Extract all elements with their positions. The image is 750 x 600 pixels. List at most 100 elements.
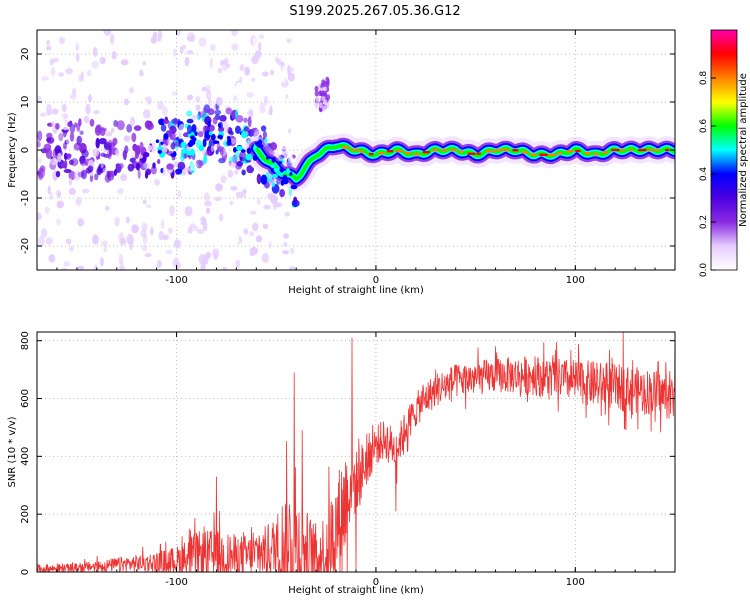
- spectrogram-cell: [142, 65, 150, 75]
- spectrogram-cell: [191, 114, 198, 120]
- spectrogram-cell: [322, 86, 327, 92]
- spectrogram-cell: [290, 184, 298, 190]
- spectrogram-peak-cell: [530, 153, 537, 156]
- spectrogram-cell: [169, 205, 175, 216]
- spectrogram-peak-cell: [351, 148, 360, 151]
- spectrogram-cell: [223, 122, 229, 133]
- spectrogram-cell: [322, 81, 327, 88]
- spectrogram-cell: [166, 163, 174, 170]
- spectrogram-peak-cell: [629, 148, 634, 152]
- spectrogram-cell: [46, 132, 53, 139]
- spectrogram-cell: [95, 124, 103, 133]
- spectrogram-cell: [261, 71, 269, 77]
- spectrogram-cell: [221, 60, 227, 65]
- spectrogram-cell: [161, 106, 168, 117]
- spectrogram-peak-cell: [566, 150, 574, 153]
- spectrogram-cell: [118, 265, 126, 270]
- snr-panel: -100 0 100 0 200 400 600 800 Height of straight…: [7, 331, 676, 596]
- spectrogram-cell: [50, 67, 56, 76]
- snr-x-tick-label: -100: [165, 577, 188, 588]
- spectrogram-cell: [43, 148, 49, 154]
- spectrogram-cell: [155, 139, 160, 143]
- spectrogram-cell: [120, 173, 128, 182]
- spectrogram-cell: [118, 163, 124, 169]
- spectrogram-cell: [37, 141, 41, 148]
- spectrogram-cell: [236, 191, 244, 198]
- spectrogram-cell: [177, 190, 181, 199]
- spectrogram-cell: [215, 97, 223, 106]
- spectrogram-cell: [249, 108, 254, 118]
- spectrogram-cell: [253, 143, 257, 150]
- spectrogram-cell: [275, 56, 279, 63]
- spectrogram-cell: [123, 135, 131, 142]
- spectrogram-cell: [241, 169, 246, 176]
- spectrogram-cell: [122, 150, 126, 158]
- spectrogram-cell: [261, 253, 269, 263]
- spectrogram-cell: [184, 56, 190, 67]
- spectrogram-cell: [186, 150, 192, 156]
- spectrogram-cell: [61, 267, 68, 270]
- spectrogram-cell: [71, 88, 77, 97]
- spectrogram-cell: [241, 131, 248, 139]
- spectrogram-cell: [152, 202, 161, 208]
- spectrogram-cell: [78, 100, 85, 109]
- spectrogram-cell: [140, 229, 147, 238]
- spectrogram-cell: [105, 131, 113, 137]
- colorbar-bar: [710, 29, 738, 271]
- spectrogram-cell: [147, 145, 153, 151]
- spectrogram-cell: [239, 76, 243, 83]
- spectrogram-cell: [131, 132, 137, 143]
- snr-series-line: [37, 332, 675, 572]
- spectrogram-cell: [173, 48, 177, 57]
- spectrogram-cell: [169, 129, 173, 140]
- spectrogram-cell: [61, 103, 67, 113]
- spectrogram-peak-cell: [476, 152, 481, 155]
- spectrogram-cell: [258, 34, 265, 39]
- spectrogram-cell: [51, 108, 59, 115]
- spectrogram-cell: [70, 158, 79, 167]
- spectrogram-cell: [326, 94, 331, 101]
- spectrogram-cell: [99, 257, 104, 267]
- spectrogram-cell: [60, 115, 64, 123]
- spectrogram-cell: [184, 206, 193, 217]
- spectrogram-cell: [252, 155, 258, 161]
- spectrogram-cell: [162, 50, 169, 55]
- spectrogram-y-tick-label: -20: [20, 238, 31, 254]
- spectrogram-cell: [116, 120, 125, 131]
- spectrogram-cell: [262, 131, 267, 139]
- spectrogram-peak-cell: [665, 148, 670, 152]
- spectrogram-cell: [66, 138, 70, 144]
- spectrogram-cell: [212, 248, 220, 258]
- spectrogram-cell: [234, 170, 239, 175]
- spectrogram-cell: [80, 71, 84, 82]
- spectrogram-cell: [108, 170, 116, 177]
- spectrogram-cell: [198, 111, 206, 118]
- spectrogram-cell: [158, 118, 166, 126]
- spectrogram-peak-cell: [539, 153, 548, 156]
- spectrogram-cell: [233, 234, 239, 245]
- spectrogram-cell: [234, 109, 239, 119]
- spectrogram-cell: [173, 239, 181, 249]
- spectrogram-cell: [76, 265, 85, 270]
- spectrogram-cell: [286, 38, 292, 43]
- spectrogram-cell: [215, 183, 223, 192]
- spectrogram-cell: [239, 151, 247, 162]
- colorbar-label: Normalized spectral amplitude: [738, 73, 749, 227]
- spectrogram-cell: [126, 233, 134, 245]
- spectrogram-cell: [142, 61, 147, 66]
- spectrogram-cell: [204, 200, 212, 207]
- spectrogram-cell: [192, 225, 199, 232]
- spectrogram-cell: [314, 102, 319, 109]
- spectrogram-cell: [243, 228, 249, 235]
- spectrogram-cell: [105, 205, 110, 211]
- spectrogram-cell: [111, 51, 117, 60]
- spectrogram-cell: [285, 168, 291, 175]
- spectrogram-cell: [39, 112, 47, 117]
- spectrogram-cell: [65, 238, 72, 245]
- spectrogram-cell: [91, 60, 100, 69]
- spectrogram-cell: [202, 138, 207, 148]
- spectrogram-cell: [44, 206, 50, 214]
- spectrogram-cell: [159, 211, 164, 218]
- spectrogram-cell: [56, 218, 61, 226]
